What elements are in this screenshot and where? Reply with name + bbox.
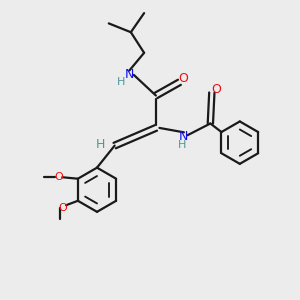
Text: H: H: [117, 77, 125, 87]
Text: O: O: [59, 203, 68, 213]
Text: H: H: [95, 138, 105, 151]
Text: O: O: [178, 72, 188, 85]
Text: N: N: [179, 130, 188, 143]
Text: O: O: [211, 83, 221, 96]
Text: N: N: [125, 68, 134, 81]
Text: H: H: [178, 140, 187, 150]
Text: O: O: [54, 172, 63, 182]
